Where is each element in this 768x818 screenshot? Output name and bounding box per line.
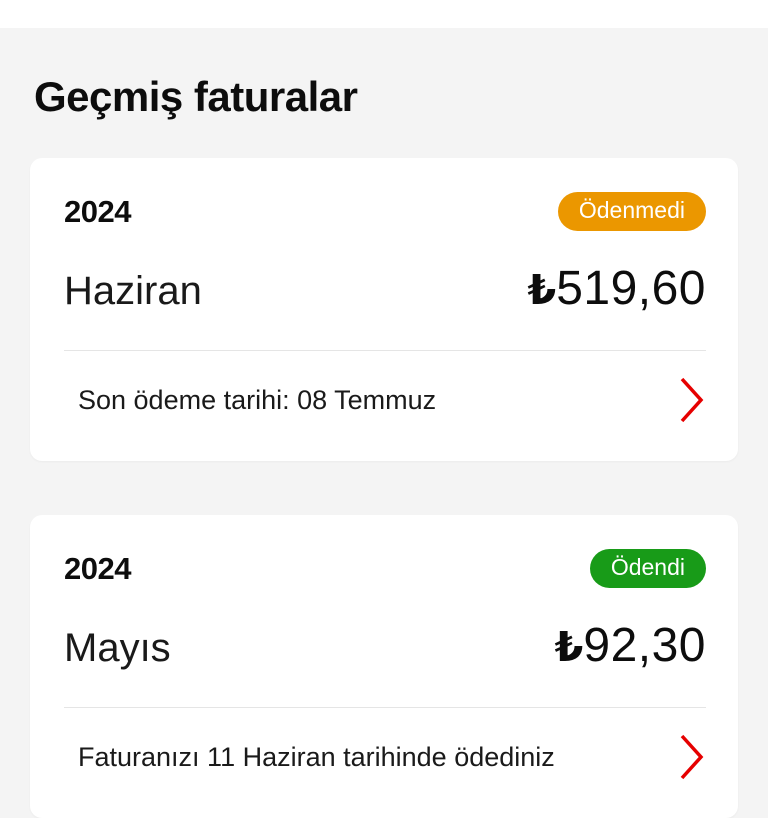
invoice-amount: ₺92,30 (555, 618, 706, 673)
invoice-summary-row: Haziran ₺519,60 (64, 261, 706, 316)
amount-value: 92,30 (583, 619, 706, 672)
invoice-detail-link[interactable]: Faturanızı 11 Haziran tarihinde ödediniz (64, 708, 706, 818)
page-title: Geçmiş faturalar (34, 73, 358, 120)
status-bar (0, 0, 768, 28)
due-date-text: Son ödeme tarihi: 08 Temmuz (78, 384, 437, 415)
invoice-month: Haziran (64, 269, 202, 313)
invoice-amount: ₺519,60 (527, 261, 706, 316)
invoice-card-header: 2024 Ödendi (64, 549, 706, 588)
lira-symbol: ₺ (527, 267, 557, 313)
divider (64, 350, 706, 351)
lira-symbol: ₺ (554, 624, 584, 670)
divider (64, 707, 706, 708)
chevron-right-icon[interactable] (680, 734, 704, 780)
invoice-year: 2024 (64, 550, 131, 586)
status-badge-unpaid: Ödenmedi (557, 192, 706, 231)
invoice-summary-row: Mayıs ₺92,30 (64, 618, 706, 673)
invoice-card-haziran[interactable]: 2024 Ödenmedi Haziran ₺519,60 Son ödeme … (30, 158, 738, 461)
paid-date-text: Faturanızı 11 Haziran tarihinde ödediniz (78, 741, 555, 772)
invoice-card-header: 2024 Ödenmedi (64, 192, 706, 231)
amount-value: 519,60 (556, 262, 706, 315)
invoice-year: 2024 (64, 193, 131, 229)
invoice-card-mayis[interactable]: 2024 Ödendi Mayıs ₺92,30 Faturanızı 11 H… (30, 515, 738, 818)
invoice-detail-link[interactable]: Son ödeme tarihi: 08 Temmuz (64, 351, 706, 461)
status-badge-paid: Ödendi (589, 549, 706, 588)
chevron-right-icon[interactable] (680, 377, 704, 423)
invoice-month: Mayıs (64, 626, 171, 670)
